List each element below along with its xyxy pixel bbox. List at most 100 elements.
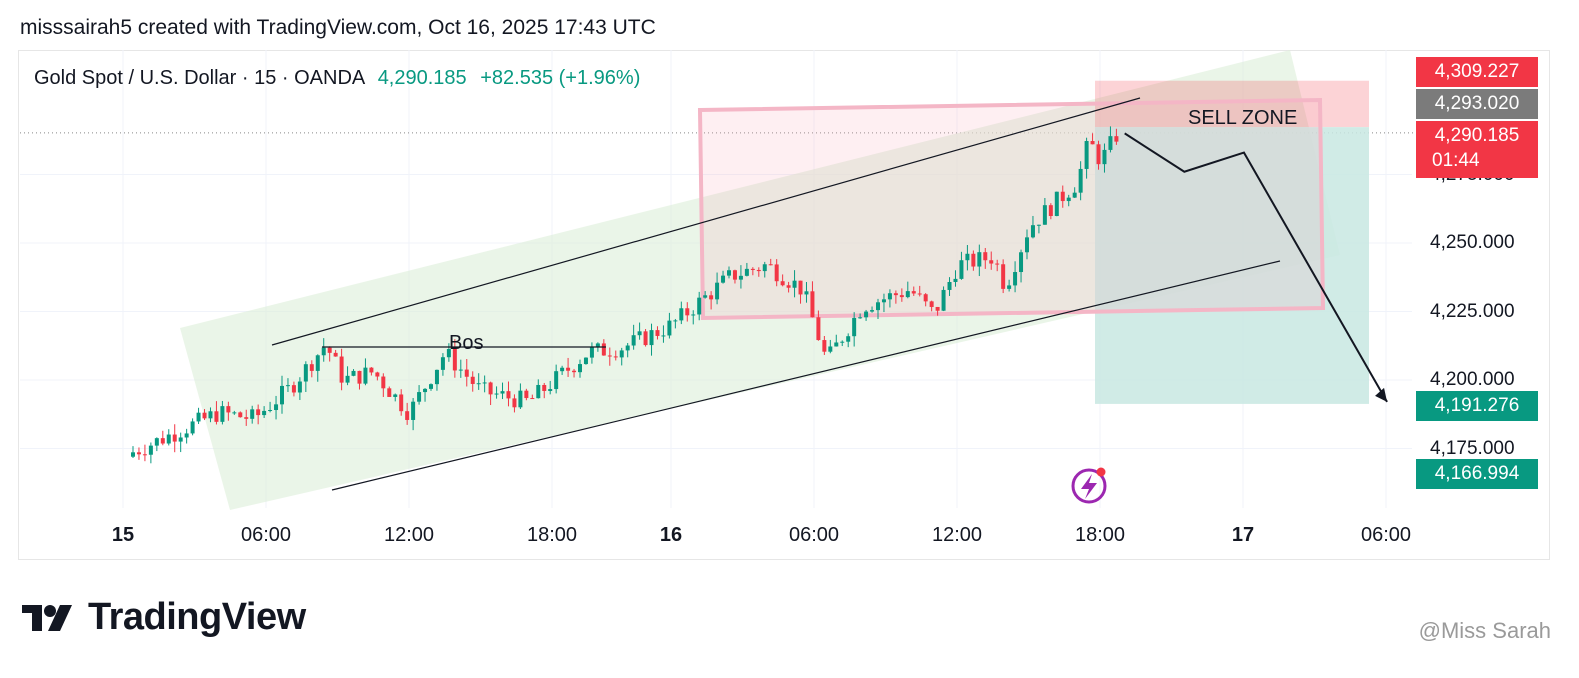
candle-up — [673, 320, 678, 322]
candle-up — [1025, 237, 1029, 253]
price-tag-value: 4,293.020 — [1434, 93, 1520, 114]
candle-down — [780, 281, 785, 286]
candle-up — [440, 357, 445, 370]
candle-up — [1036, 224, 1041, 226]
price-tag-value: 4,191.276 — [1434, 395, 1520, 416]
candle-up — [649, 330, 654, 346]
candle-up — [792, 280, 797, 288]
y-tick-label: 4,225.000 — [1430, 300, 1515, 322]
candle-up — [697, 297, 702, 315]
candle-up — [876, 302, 880, 311]
candle-down — [1096, 144, 1101, 165]
watermark-text: @Miss Sarah — [1418, 618, 1551, 643]
candle-down — [387, 388, 392, 397]
candle-up — [250, 409, 255, 419]
candle-up — [679, 308, 684, 321]
projection-arrowhead — [1375, 387, 1388, 402]
sell-zone-label: SELL ZONE — [1188, 107, 1297, 129]
x-tick-label: 12:00 — [383, 524, 435, 546]
candle-up — [1019, 252, 1024, 273]
candle-up — [423, 388, 428, 393]
candle-down — [798, 280, 803, 295]
x-tick-label: 06:00 — [240, 524, 292, 546]
candle-up — [1072, 192, 1077, 198]
candle-up — [280, 385, 284, 405]
candle-down — [899, 295, 904, 298]
candle-up — [417, 392, 422, 402]
candle-down — [810, 291, 815, 318]
candle-down — [613, 356, 618, 358]
candle-up — [1013, 272, 1018, 286]
candle-up — [887, 293, 892, 300]
candle-up — [429, 384, 433, 389]
candle-down — [309, 364, 314, 371]
last-price: 4,290.185 — [377, 67, 467, 89]
candle-up — [1066, 197, 1071, 202]
watermark: @Miss Sarah — [1419, 618, 1551, 644]
candle-down — [542, 384, 547, 391]
candle-up — [178, 437, 183, 442]
candle-up — [285, 385, 290, 387]
price-change: +82.535 (+1.96%) — [480, 67, 641, 89]
x-tick-label: 06:00 — [788, 524, 840, 546]
candle-up — [321, 347, 326, 356]
candle-down — [399, 394, 404, 412]
candle-down — [530, 398, 535, 400]
candle-up — [196, 412, 201, 422]
candle-down — [506, 391, 511, 399]
candle-up — [166, 434, 171, 444]
candle-down — [685, 308, 690, 316]
candle-up — [1030, 225, 1035, 238]
x-tick-label: 06:00 — [1360, 524, 1412, 546]
candle-down — [172, 434, 177, 442]
candle-up — [637, 331, 642, 336]
candle-down — [822, 340, 827, 352]
candle-down — [1060, 191, 1065, 202]
candle-down — [524, 390, 529, 399]
candle-down — [935, 306, 940, 311]
candle-up — [583, 357, 588, 365]
candle-up — [953, 278, 958, 282]
channel-upper-line — [271, 97, 1141, 346]
candle-up — [738, 275, 743, 280]
candle-up — [536, 384, 541, 399]
y-tick-label: 4,175.000 — [1430, 437, 1515, 459]
candle-up — [834, 342, 839, 347]
candle-up — [393, 394, 398, 397]
tradingview-brand[interactable]: TradingView — [22, 596, 306, 639]
candle-down — [786, 285, 791, 288]
candle-down — [929, 301, 934, 307]
candle-up — [458, 369, 463, 371]
candle-down — [643, 331, 648, 346]
candle-down — [566, 367, 571, 371]
candle-down — [214, 411, 219, 422]
candle-up — [744, 268, 749, 276]
candle-down — [375, 372, 380, 377]
candle-up — [1108, 136, 1113, 150]
candle-down — [256, 409, 261, 416]
candle-down — [911, 291, 916, 294]
candle-up — [297, 381, 302, 393]
candle-down — [369, 367, 374, 373]
candle-up — [351, 370, 356, 376]
candle-up — [828, 346, 833, 352]
candle-up — [554, 371, 559, 390]
channel-lower-line — [331, 260, 1281, 491]
candle-up — [190, 421, 195, 434]
candle-down — [989, 260, 994, 264]
sell-zone-rect — [697, 97, 1326, 321]
y-tick-label: 4,250.000 — [1430, 232, 1515, 253]
candle-down — [327, 347, 332, 353]
icon-dot — [1096, 467, 1106, 477]
candle-up — [965, 253, 970, 261]
candle-up — [434, 369, 439, 385]
price-tag-value: 4,290.185 — [1434, 125, 1520, 146]
candle-up — [727, 270, 731, 276]
candle-down — [339, 356, 344, 383]
candle-down — [1090, 141, 1095, 145]
price-tag: 4,166.994 — [1416, 459, 1538, 489]
candle-down — [202, 412, 207, 419]
candle-down — [381, 376, 386, 389]
candle-up — [589, 347, 594, 358]
